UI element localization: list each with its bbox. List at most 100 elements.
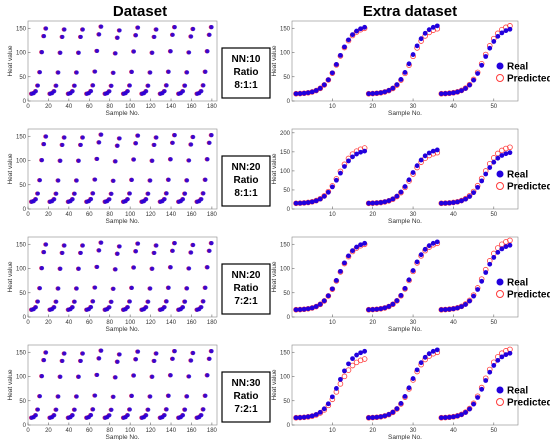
real-point (438, 200, 444, 206)
real-point (182, 299, 188, 304)
real-point (471, 77, 477, 83)
y-tick-label: 50 (283, 75, 290, 81)
real-point (354, 244, 359, 250)
real-point (370, 307, 376, 312)
legend-predicted-marker (496, 74, 504, 82)
real-point (70, 413, 75, 418)
real-point (146, 83, 151, 88)
real-point (301, 90, 307, 96)
real-point (426, 150, 432, 156)
real-point (503, 244, 509, 250)
real-point (184, 286, 190, 291)
model-info-text: NN:10 (232, 54, 261, 65)
real-point (382, 305, 388, 311)
model-info-text: Ratio (234, 67, 259, 78)
real-point (434, 147, 440, 153)
real-point (152, 358, 157, 364)
real-point (459, 304, 464, 309)
real-point (74, 178, 79, 183)
real-point (293, 91, 299, 97)
real-point (60, 34, 65, 40)
real-point (43, 26, 49, 31)
real-point (346, 37, 351, 43)
legend-predicted-label: Predicted (507, 182, 550, 193)
real-point (125, 305, 130, 310)
plot-area (291, 128, 519, 210)
real-point (430, 148, 436, 154)
real-point (80, 351, 85, 356)
real-point (430, 348, 436, 354)
real-point (362, 24, 368, 30)
x-tick-label: 100 (125, 320, 136, 326)
real-point (70, 305, 75, 310)
real-point (459, 198, 464, 204)
real-point (378, 306, 384, 312)
x-tick-label: 180 (207, 320, 218, 326)
real-point (410, 376, 416, 381)
real-point (402, 184, 408, 189)
real-point (199, 305, 204, 310)
x-tick-label: 40 (66, 320, 73, 326)
real-point (297, 200, 303, 206)
model-info-text: 8:1:1 (234, 80, 258, 91)
real-point (301, 200, 307, 206)
real-point (125, 197, 130, 202)
real-point (487, 261, 493, 267)
real-point (463, 302, 468, 307)
x-tick-label: 20 (45, 212, 52, 218)
y-tick-label: 150 (16, 134, 27, 140)
real-point (107, 197, 112, 202)
real-point (507, 26, 513, 32)
real-point (109, 407, 114, 412)
real-point (410, 170, 416, 175)
real-point (402, 394, 408, 399)
predicted-point (357, 357, 364, 364)
real-point (41, 249, 47, 255)
real-point (70, 89, 75, 94)
real-point (483, 54, 489, 59)
real-point (426, 27, 432, 33)
real-point (97, 248, 102, 253)
real-point (54, 191, 59, 196)
plot-area (291, 20, 519, 102)
real-point (60, 250, 65, 256)
y-tick-label: 150 (280, 150, 291, 156)
real-point (382, 199, 388, 205)
real-point (133, 357, 139, 362)
real-point (109, 191, 114, 196)
real-point (350, 356, 355, 362)
y-tick-label: 50 (283, 399, 290, 405)
real-point (410, 52, 416, 57)
real-point (495, 33, 501, 39)
real-point (35, 299, 40, 304)
real-point (455, 89, 460, 95)
y-tick-label: 100 (16, 51, 27, 57)
real-point (374, 200, 380, 206)
legend-real-label: Real (507, 62, 528, 73)
real-point (76, 50, 81, 55)
real-point (209, 349, 214, 354)
real-point (471, 190, 477, 196)
real-point (342, 164, 347, 169)
real-point (467, 298, 472, 304)
real-point (95, 156, 100, 162)
y-tick-label: 100 (280, 375, 291, 381)
real-point (305, 200, 311, 205)
y-tick-label: 100 (280, 267, 291, 273)
real-point (131, 49, 137, 54)
real-point (199, 197, 204, 202)
real-point (125, 89, 130, 94)
x-axis-label: Sample No. (106, 434, 140, 440)
x-axis-label: Sample No. (106, 326, 140, 333)
real-point (95, 48, 100, 54)
real-point (52, 89, 57, 94)
real-point (354, 151, 359, 157)
y-tick-label: 100 (280, 51, 291, 57)
x-tick-label: 80 (106, 104, 113, 110)
legend-real-label: Real (507, 278, 528, 289)
real-point (97, 32, 102, 37)
extra-chart-row-2: 0 50 100 150 200 10 20 30 40 50 Sample No. Heat val… (271, 128, 550, 225)
x-tick-label: 20 (369, 320, 376, 326)
x-tick-label: 10 (329, 212, 336, 218)
real-point (305, 414, 311, 420)
